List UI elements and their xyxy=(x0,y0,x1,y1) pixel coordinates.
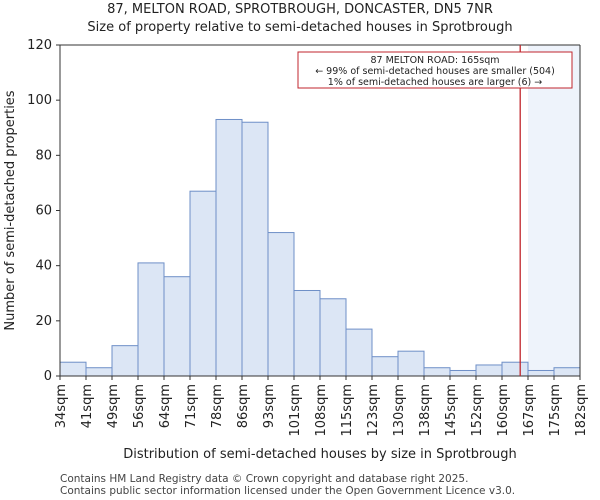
y-tick-label: 100 xyxy=(27,93,52,108)
footer-copyright: Contains HM Land Registry data © Crown c… xyxy=(60,473,469,485)
footer-licence: Contains public sector information licen… xyxy=(60,485,516,497)
x-tick-label: 86sqm xyxy=(236,384,251,428)
x-tick-label: 182sqm xyxy=(574,384,589,437)
histogram-bar xyxy=(85,367,113,377)
annotation-line3: 1% of semi-detached houses are larger (6… xyxy=(328,77,542,88)
x-tick-label: 41sqm xyxy=(80,384,95,428)
histogram-bar xyxy=(267,232,295,377)
histogram-bar xyxy=(241,121,269,377)
x-tick-label: 175sqm xyxy=(548,384,563,437)
histogram-bar xyxy=(449,369,477,377)
histogram-bar xyxy=(111,345,139,377)
x-tick-label: 160sqm xyxy=(496,384,511,437)
annotation-box xyxy=(297,51,573,89)
y-tick-label: 0 xyxy=(44,369,52,384)
annotation-line2: ← 99% of semi-detached houses are smalle… xyxy=(315,66,555,77)
x-tick-label: 152sqm xyxy=(470,384,485,437)
chart-subtitle: Size of property relative to semi-detach… xyxy=(87,20,513,35)
x-tick-label: 123sqm xyxy=(366,384,381,437)
histogram-bar xyxy=(475,364,503,377)
x-tick-label: 145sqm xyxy=(444,384,459,437)
x-tick-label: 78sqm xyxy=(210,384,225,428)
x-tick-label: 34sqm xyxy=(54,384,69,428)
y-tick-label: 80 xyxy=(35,148,52,163)
x-tick-label: 56sqm xyxy=(132,384,147,428)
histogram-bar xyxy=(293,289,321,377)
y-tick-label: 60 xyxy=(35,204,52,219)
y-axis-title: Number of semi-detached properties xyxy=(3,90,18,330)
chart-title: 87, MELTON ROAD, SPROTBROUGH, DONCASTER,… xyxy=(107,2,493,17)
histogram-bar xyxy=(319,298,347,377)
x-tick-label: 101sqm xyxy=(288,384,303,437)
histogram-bar xyxy=(371,356,399,377)
y-tick-label: 120 xyxy=(27,38,52,53)
histogram-bar xyxy=(423,367,451,377)
histogram-bar xyxy=(163,276,191,377)
histogram-bar xyxy=(345,328,373,377)
annotation-line1: 87 MELTON ROAD: 165sqm xyxy=(370,55,499,66)
x-tick-label: 115sqm xyxy=(340,384,355,437)
x-tick-label: 138sqm xyxy=(418,384,433,437)
histogram-bar xyxy=(553,367,581,377)
histogram-bar xyxy=(137,262,165,377)
x-tick-label: 167sqm xyxy=(522,384,537,437)
histogram-bar xyxy=(527,369,555,377)
x-tick-label: 108sqm xyxy=(314,384,329,437)
histogram-bar xyxy=(59,361,87,377)
histogram-bar xyxy=(501,361,529,377)
histogram-bar xyxy=(397,350,425,377)
histogram-bar xyxy=(189,190,217,377)
x-tick-label: 64sqm xyxy=(158,384,173,428)
larger-region-highlight xyxy=(528,45,580,376)
x-axis-title: Distribution of semi-detached houses by … xyxy=(123,447,517,462)
x-tick-label: 49sqm xyxy=(106,384,121,428)
y-tick-label: 20 xyxy=(35,314,52,329)
x-tick-label: 93sqm xyxy=(262,384,277,428)
x-tick-label: 71sqm xyxy=(184,384,199,428)
histogram-bar xyxy=(215,118,243,377)
x-tick-label: 130sqm xyxy=(392,384,407,437)
y-tick-label: 40 xyxy=(35,259,52,274)
